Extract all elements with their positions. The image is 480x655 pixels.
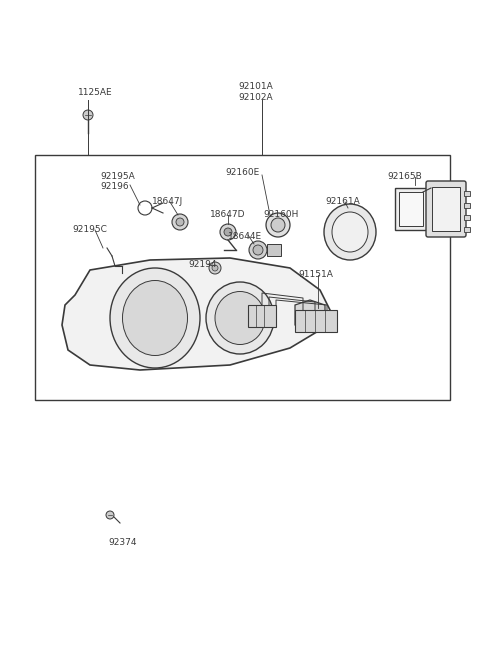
Text: 92161A: 92161A: [325, 197, 360, 206]
Text: 92195C: 92195C: [72, 225, 107, 234]
Circle shape: [253, 245, 263, 255]
FancyBboxPatch shape: [426, 181, 466, 237]
Circle shape: [209, 262, 221, 274]
Bar: [267, 244, 281, 256]
Polygon shape: [62, 258, 330, 370]
Text: 92196: 92196: [100, 182, 129, 191]
Bar: [464, 215, 470, 220]
Text: 92101A: 92101A: [238, 82, 273, 91]
Text: 92160H: 92160H: [263, 210, 299, 219]
Bar: [399, 192, 423, 226]
Text: 18647D: 18647D: [210, 210, 245, 219]
Circle shape: [106, 511, 114, 519]
Text: 18647J: 18647J: [152, 197, 183, 206]
Text: 91151A: 91151A: [298, 270, 333, 279]
Circle shape: [212, 265, 218, 271]
Ellipse shape: [324, 204, 376, 260]
Bar: [35, 155, 450, 400]
Ellipse shape: [122, 280, 188, 356]
Ellipse shape: [332, 212, 368, 252]
Bar: [464, 227, 470, 232]
Bar: [295, 310, 337, 332]
Circle shape: [220, 224, 236, 240]
Polygon shape: [295, 300, 325, 330]
Bar: [432, 187, 460, 231]
Circle shape: [266, 213, 290, 237]
Ellipse shape: [110, 268, 200, 368]
Circle shape: [224, 228, 232, 236]
Bar: [248, 305, 276, 327]
Text: 92160E: 92160E: [225, 168, 259, 177]
Ellipse shape: [215, 291, 265, 345]
Text: 92195A: 92195A: [100, 172, 135, 181]
Circle shape: [172, 214, 188, 230]
Bar: [464, 203, 470, 208]
Text: 1125AE: 1125AE: [78, 88, 113, 97]
Bar: [395, 188, 427, 230]
Bar: [464, 191, 470, 196]
Text: 18644E: 18644E: [228, 232, 262, 241]
Ellipse shape: [206, 282, 274, 354]
Circle shape: [83, 110, 93, 120]
Text: 92374: 92374: [108, 538, 136, 547]
Text: 92165B: 92165B: [387, 172, 422, 181]
Text: 92194: 92194: [188, 260, 216, 269]
Circle shape: [271, 218, 285, 232]
Circle shape: [249, 241, 267, 259]
Text: 92102A: 92102A: [238, 93, 273, 102]
Circle shape: [176, 218, 184, 226]
